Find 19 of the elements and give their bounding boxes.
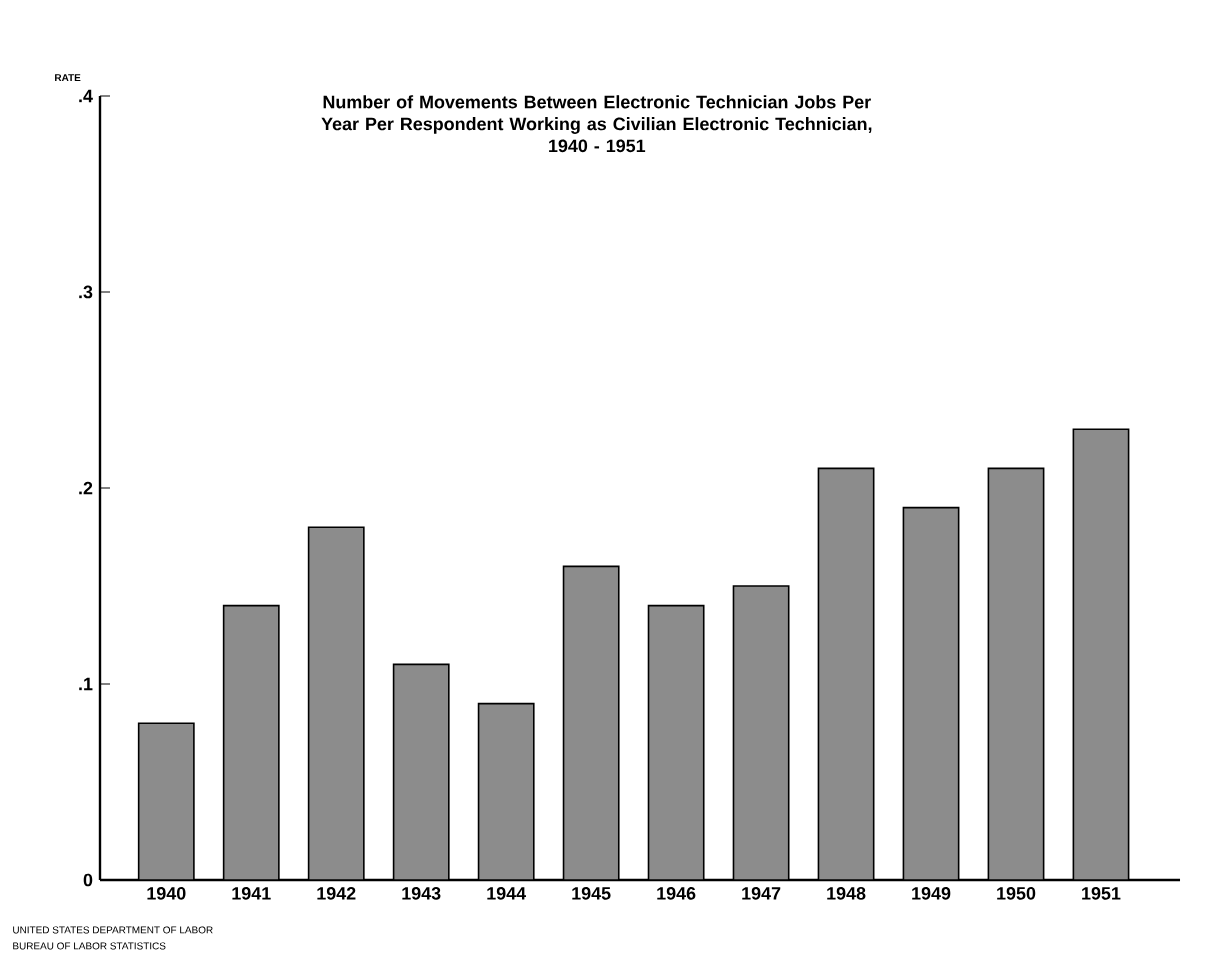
x-tick-label: 1944 — [487, 887, 527, 900]
x-tick-label: 1947 — [742, 887, 781, 900]
x-tick-label: 1946 — [657, 887, 696, 900]
y-tick-label: .3 — [79, 285, 93, 299]
y-tick-label: .1 — [79, 677, 93, 691]
x-tick-label: 1949 — [912, 887, 951, 900]
y-tick-label: .2 — [79, 481, 93, 495]
x-tick-label: 1943 — [402, 887, 441, 900]
x-tick-label: 1940 — [147, 887, 186, 900]
x-tick-label: 1941 — [232, 887, 271, 900]
text: Number of Movements Between Electronic Technician Jobs Per Year Per Respondent Working as Civilian Electronic Technician, — [321, 95, 872, 134]
x-tick-label: 1950 — [997, 887, 1036, 900]
text: 1940 - 1951 — [549, 139, 646, 153]
x-tick-label: 1945 — [572, 887, 611, 900]
x-tick-label: 1942 — [317, 887, 356, 900]
x-tick-label: 1948 — [827, 887, 866, 900]
y-tick-label: 0 — [83, 873, 93, 887]
x-tick-label: 1951 — [1082, 887, 1121, 900]
y-tick-label: .4 — [79, 89, 93, 103]
